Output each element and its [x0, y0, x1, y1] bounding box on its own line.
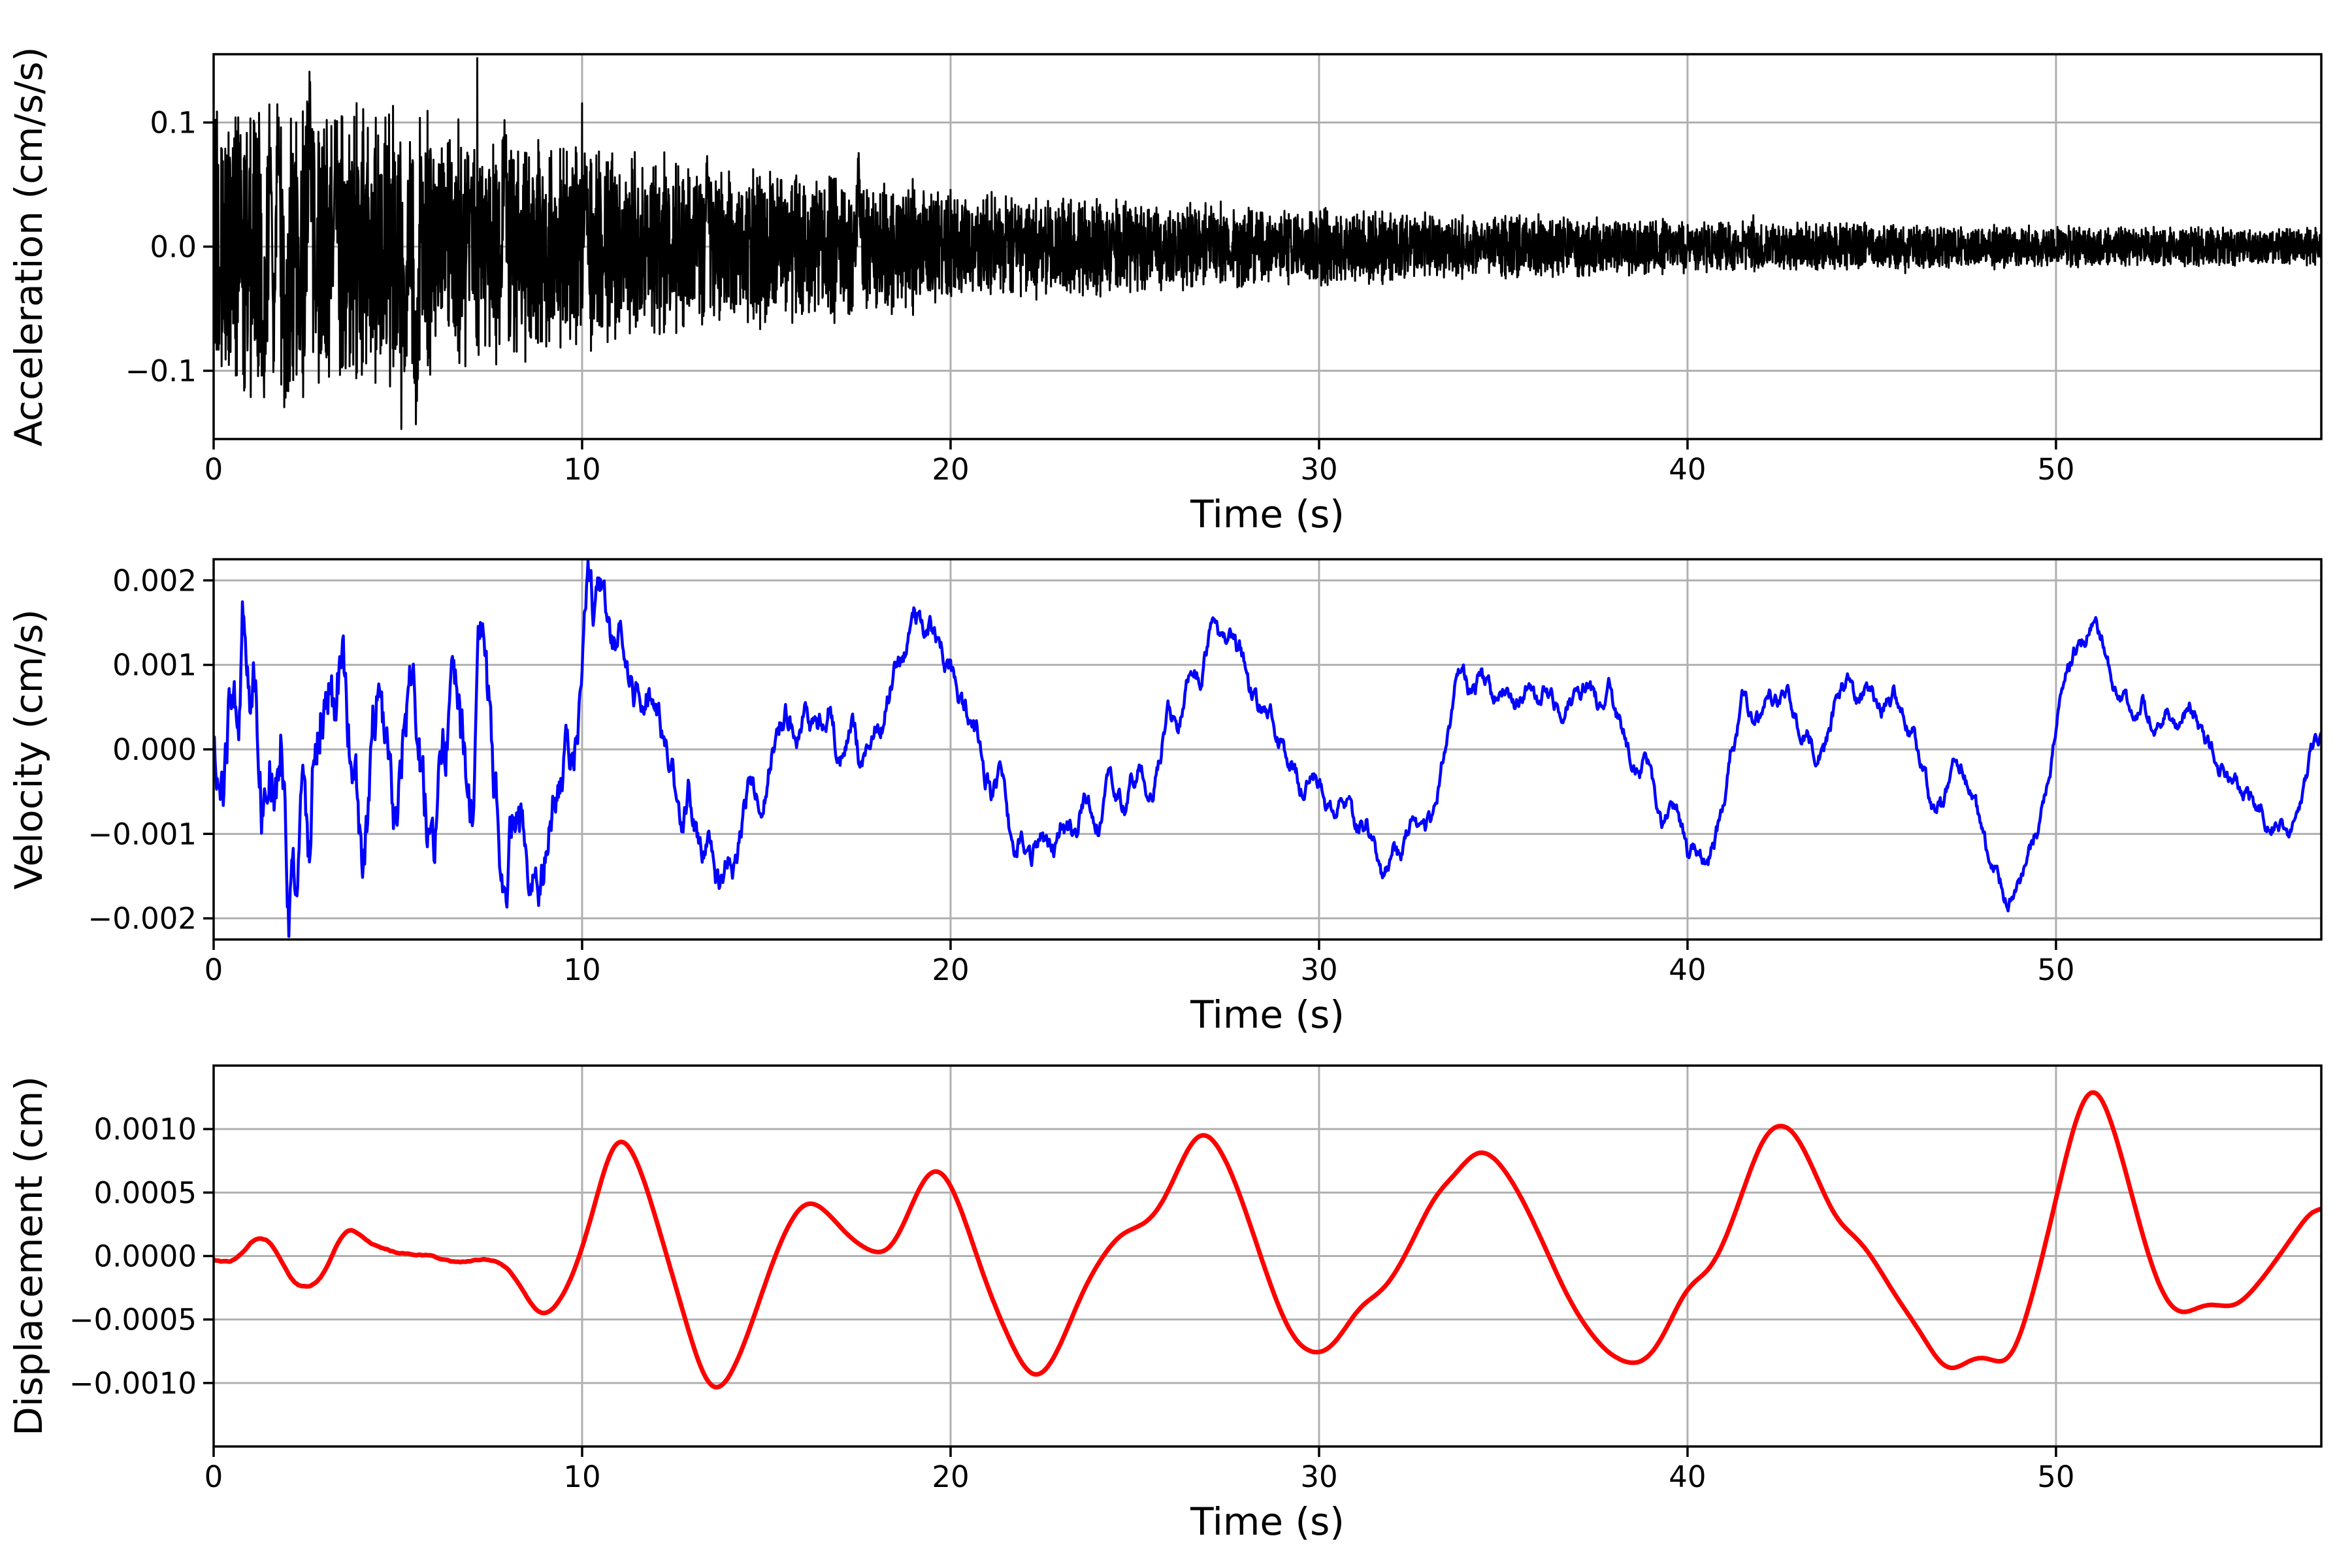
grid	[214, 559, 2321, 939]
x-axis: 0 10 20 30 40 50 Time (s)	[204, 439, 2075, 536]
y-axis: 0.0010 0.0005 0.0000 −0.0005 −0.0010 Displace…	[7, 1076, 214, 1436]
x-tick-label: 0	[204, 953, 223, 987]
x-tick-label: 20	[932, 953, 969, 987]
y-tick-label: 0.001	[112, 648, 197, 683]
x-tick-label: 10	[563, 1460, 600, 1494]
y-tick-label: 0.0	[150, 230, 197, 265]
x-tick-label: 0	[204, 452, 223, 487]
grid	[214, 1066, 2321, 1446]
y-axis: 0.002 0.001 0.000 −0.001 −0.002 Velocity (cm/…	[7, 563, 214, 936]
y-axis-label: Acceleration (cm/s/s)	[7, 46, 51, 446]
y-axis: 0.1 0.0 −0.1 Acceleration (cm/s/s)	[7, 46, 214, 447]
x-tick-label: 50	[2037, 452, 2074, 487]
y-tick-label: 0.0005	[94, 1175, 197, 1210]
x-axis-label: Time (s)	[1190, 492, 1345, 536]
displacement-trace	[214, 1090, 2321, 1390]
velocity-trace	[214, 559, 2321, 938]
y-tick-label: 0.1	[150, 106, 197, 140]
y-axis-label: Velocity (cm/s)	[7, 609, 51, 889]
x-tick-label: 20	[932, 452, 969, 487]
x-axis-label: Time (s)	[1190, 1499, 1345, 1544]
x-tick-label: 30	[1300, 953, 1337, 987]
y-tick-label: 0.000	[112, 732, 197, 767]
x-tick-label: 10	[563, 452, 600, 487]
x-tick-label: 40	[1669, 1460, 1706, 1494]
y-tick-label: −0.0005	[69, 1303, 197, 1337]
x-tick-label: 40	[1669, 452, 1706, 487]
displacement-panel: 0 10 20 30 40 50 Time (s) 0.0010 0.0005 0.0000 −0.…	[7, 1064, 2323, 1544]
y-tick-label: 0.0010	[94, 1112, 197, 1147]
acceleration-panel: 0 10 20 30 40 50 Time (s) 0.1 0.0 −0.1 Acceleratio…	[7, 46, 2323, 536]
x-axis: 0 10 20 30 40 50 Time (s)	[204, 1446, 2075, 1544]
x-tick-label: 20	[932, 1460, 969, 1494]
x-tick-label: 50	[2037, 1460, 2074, 1494]
y-tick-label: −0.0010	[69, 1366, 197, 1401]
y-tick-label: −0.1	[125, 354, 197, 389]
x-tick-label: 50	[2037, 953, 2074, 987]
acceleration-trace	[214, 57, 2321, 431]
x-axis: 0 10 20 30 40 50 Time (s)	[204, 939, 2075, 1037]
y-tick-label: −0.001	[88, 817, 197, 851]
y-axis-label: Displacement (cm)	[7, 1076, 51, 1436]
y-tick-label: −0.002	[88, 902, 197, 936]
x-tick-label: 30	[1300, 1460, 1337, 1494]
x-tick-label: 40	[1669, 953, 1706, 987]
y-tick-label: 0.0000	[94, 1239, 197, 1274]
y-tick-label: 0.002	[112, 563, 197, 598]
x-tick-label: 10	[563, 953, 600, 987]
x-axis-label: Time (s)	[1190, 992, 1345, 1037]
x-tick-label: 0	[204, 1460, 223, 1494]
x-tick-label: 30	[1300, 452, 1337, 487]
velocity-panel: 0 10 20 30 40 50 Time (s) 0.002 0.001 0.000 −0.001…	[7, 558, 2323, 1037]
